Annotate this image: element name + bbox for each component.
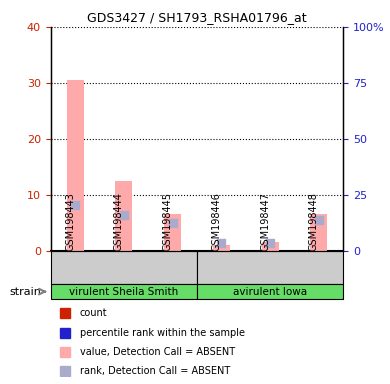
FancyBboxPatch shape: [197, 250, 343, 284]
Text: count: count: [80, 308, 108, 318]
Text: rank, Detection Call = ABSENT: rank, Detection Call = ABSENT: [80, 366, 230, 376]
Text: GSM198444: GSM198444: [114, 192, 124, 250]
FancyBboxPatch shape: [197, 284, 343, 300]
Bar: [310, 214, 327, 250]
Bar: [262, 242, 278, 250]
FancyBboxPatch shape: [51, 284, 197, 300]
Point: [218, 240, 225, 246]
Text: percentile rank within the sample: percentile rank within the sample: [80, 328, 245, 338]
Text: virulent Sheila Smith: virulent Sheila Smith: [69, 286, 179, 296]
Bar: [115, 180, 132, 250]
Bar: [164, 214, 181, 250]
Point: [72, 202, 78, 208]
Text: GSM198448: GSM198448: [309, 192, 319, 250]
Bar: [213, 245, 230, 250]
Text: GSM198447: GSM198447: [260, 192, 270, 250]
Text: GSM198443: GSM198443: [65, 192, 75, 250]
FancyBboxPatch shape: [51, 250, 197, 284]
Point: [121, 212, 127, 218]
Text: value, Detection Call = ABSENT: value, Detection Call = ABSENT: [80, 347, 235, 357]
Title: GDS3427 / SH1793_RSHA01796_at: GDS3427 / SH1793_RSHA01796_at: [87, 11, 307, 24]
Text: GSM198445: GSM198445: [163, 192, 172, 250]
Point: [267, 240, 273, 246]
Bar: [67, 80, 83, 250]
Point: [169, 220, 176, 226]
Text: GSM198446: GSM198446: [211, 192, 222, 250]
Text: strain: strain: [9, 286, 41, 296]
Point: [316, 217, 322, 223]
Text: avirulent Iowa: avirulent Iowa: [233, 286, 307, 296]
